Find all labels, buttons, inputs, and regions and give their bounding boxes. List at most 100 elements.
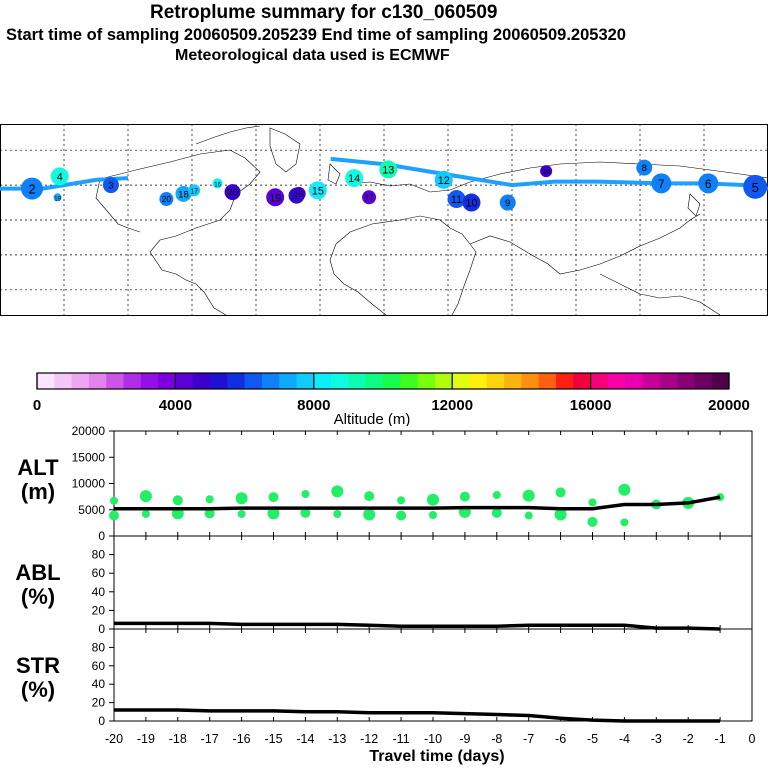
colorbar-cell (313, 373, 332, 389)
altitude-point (554, 508, 567, 521)
y-tick-label: 60 (92, 566, 106, 580)
colorbar-cell (521, 373, 540, 389)
day-marker (212, 178, 223, 189)
altitude-point (587, 516, 598, 527)
y-tick-label: 60 (92, 659, 106, 673)
colorbar-cells (37, 373, 730, 389)
y-tick-label: 15000 (72, 450, 106, 464)
colorbar-cell (140, 373, 159, 389)
day-marker (188, 184, 201, 197)
colorbar-cell (607, 373, 626, 389)
day-marker-label: 20 (227, 188, 238, 199)
maritime-se-asia (599, 273, 721, 316)
y-axis-label: ABL (%) (15, 560, 60, 609)
day-marker (434, 170, 453, 189)
altitude-point (522, 489, 535, 502)
day-marker-label: 3 (108, 181, 113, 192)
day-marker-label: 9 (505, 198, 510, 209)
altitude-point (427, 493, 439, 506)
colorbar-cell (88, 373, 107, 389)
colorbar-cell (106, 373, 124, 389)
altitude-point (267, 507, 280, 520)
colorbar-cell (469, 373, 488, 389)
colorbar-tick-label: 0 (33, 397, 41, 414)
panel-0: 0 5000 10000 15000 20000 ALT (m) (17, 425, 753, 543)
day-marker-label: 19 (54, 196, 61, 202)
colorbar-tick-label: 12000 (431, 397, 473, 414)
colorbar-tick-label: 16000 (570, 397, 612, 414)
sampling-time-line: Start time of sampling 20060509.205239 E… (6, 26, 626, 44)
day-marker (651, 173, 672, 194)
colorbar-cell (227, 373, 246, 389)
x-tick-label: -1 (715, 732, 726, 746)
altitude-point (524, 511, 533, 520)
altitude-point (204, 508, 215, 519)
colorbar-cell (71, 373, 90, 389)
day-marker (540, 165, 553, 178)
day-marker (499, 194, 516, 211)
day-marker (636, 159, 653, 176)
altitude-point (588, 498, 597, 507)
day-marker (102, 177, 119, 194)
day-marker (447, 190, 466, 209)
colorbar-tick-label: 8000 (297, 397, 330, 414)
altitude-point (364, 491, 375, 502)
x-tick-label: -16 (233, 732, 251, 746)
colorbar-cell (590, 373, 609, 389)
day-marker (308, 181, 327, 200)
altitude-point (396, 510, 407, 521)
altitude-point (109, 510, 119, 521)
day-marker-label: 11 (451, 194, 462, 206)
colorbar-cell (434, 373, 453, 389)
colorbar-cell (486, 373, 505, 389)
x-tick-label: -20 (105, 732, 123, 746)
x-tick-label: -11 (393, 732, 410, 746)
x-tick-label: -2 (683, 732, 694, 746)
day-marker-label: 6 (705, 177, 712, 191)
series-line (114, 708, 721, 723)
altitude-point (363, 508, 376, 521)
x-tick-label: -7 (523, 732, 534, 746)
day-marker-label: 15 (294, 189, 304, 199)
colorbar-cell (37, 373, 55, 389)
panel-frame (113, 628, 753, 722)
day-marker-label: 20 (162, 194, 172, 204)
day-marker-label: 4 (57, 171, 63, 183)
day-markers: 2201817161915141312111098765432019181716… (21, 159, 768, 212)
day-marker (362, 190, 377, 205)
altitude-point (110, 496, 118, 505)
colorbar-tick-label: 20000 (708, 397, 750, 414)
day-marker (698, 173, 719, 194)
greenland (269, 127, 301, 173)
day-marker-label: 2 (28, 182, 35, 197)
y-axis-label-line: ALT (17, 455, 59, 480)
british-isles (327, 163, 341, 185)
north-america-coast (99, 149, 261, 316)
y-tick-label: 0 (98, 622, 105, 636)
south-asia-coast (469, 213, 701, 275)
x-tick-label: -4 (619, 732, 630, 746)
y-tick-label: 0 (98, 714, 105, 728)
eurasia-north-coast (349, 161, 768, 193)
series-line (114, 495, 721, 511)
x-tick-label: -5 (587, 732, 598, 746)
altitude-point (331, 485, 344, 498)
colorbar-cell (556, 373, 574, 389)
day-marker-label: 5 (752, 180, 759, 195)
x-tick-label: -10 (424, 732, 442, 746)
altitude-point (235, 492, 248, 505)
chart-title: Retroplume summary for c130_060509 (150, 2, 498, 23)
colorbar-cell (158, 373, 176, 389)
day-marker-label: 19 (269, 192, 281, 204)
colorbar-cell (677, 373, 695, 389)
colorbar-cell (642, 373, 661, 389)
altitude-point (139, 490, 152, 503)
series-line (114, 621, 721, 631)
coastlines (95, 125, 768, 316)
colorbar-cell (123, 373, 142, 389)
x-axis-label: Travel time (days) (369, 748, 504, 765)
altitude-point (429, 511, 437, 519)
colorbar-cell (694, 373, 713, 389)
day-marker-label: 17 (190, 186, 198, 195)
altitude-point (492, 491, 501, 500)
